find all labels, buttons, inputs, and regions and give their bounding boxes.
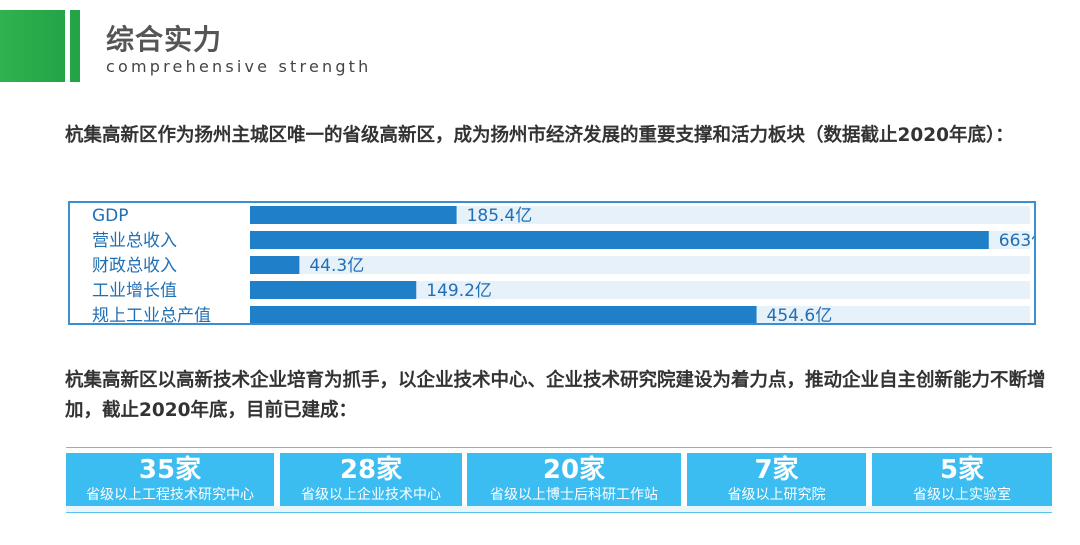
stats-bottom-rule <box>66 512 1052 513</box>
stat-card-laboratories: 5家 省级以上实验室 <box>872 453 1052 506</box>
bar <box>250 256 300 274</box>
header-accent-bar <box>70 10 80 82</box>
category-label: 财政总收入 <box>92 256 177 276</box>
page-subtitle: comprehensive strength <box>106 57 372 76</box>
data-label: 663亿 <box>999 231 1034 251</box>
innovation-paragraph: 杭集高新区以高新技术企业培育为抓手，以企业技术中心、企业技术研究院建设为着力点，… <box>65 370 1046 421</box>
stat-label: 省级以上博士后科研工作站 <box>490 487 658 503</box>
category-label: 规上工业总产值 <box>92 306 211 323</box>
data-label: 44.3亿 <box>309 256 364 276</box>
stat-value: 20家 <box>542 455 606 485</box>
stat-value: 5家 <box>939 455 985 485</box>
data-label: 149.2亿 <box>426 281 492 301</box>
bar-track <box>250 256 1030 274</box>
header-accent-block <box>0 10 65 82</box>
data-label: 454.6亿 <box>767 306 833 323</box>
data-label: 185.4亿 <box>467 206 533 226</box>
stat-card-enterprise-centers: 28家 省级以上企业技术中心 <box>280 453 462 506</box>
category-label: 工业增长值 <box>92 281 177 301</box>
stat-value: 28家 <box>339 455 403 485</box>
stats-bottom-band <box>66 506 1052 512</box>
bar <box>250 206 457 224</box>
category-label: GDP <box>92 206 129 226</box>
category-label: 营业总收入 <box>92 231 177 251</box>
bar <box>250 231 989 249</box>
bar <box>250 281 417 299</box>
stats-top-rule <box>66 447 1052 448</box>
stat-card-postdoc-stations: 20家 省级以上博士后科研工作站 <box>467 453 681 506</box>
page-title: 综合实力 <box>106 23 223 56</box>
bar <box>250 306 757 323</box>
stat-label: 省级以上实验室 <box>913 487 1011 503</box>
bar-track <box>250 281 1030 299</box>
stat-card-research-institutes: 7家 省级以上研究院 <box>687 453 866 506</box>
stat-card-engineering-centers: 35家 省级以上工程技术研究中心 <box>66 453 274 506</box>
stat-label: 省级以上工程技术研究中心 <box>86 487 254 503</box>
stat-value: 35家 <box>138 455 202 485</box>
stat-label: 省级以上研究院 <box>727 487 826 503</box>
intro-paragraph: 杭集高新区作为扬州主城区唯一的省级高新区，成为扬州市经济发展的重要支撑和活力板块… <box>65 125 1014 146</box>
stat-value: 7家 <box>754 455 799 485</box>
stat-label: 省级以上企业技术中心 <box>301 487 441 503</box>
